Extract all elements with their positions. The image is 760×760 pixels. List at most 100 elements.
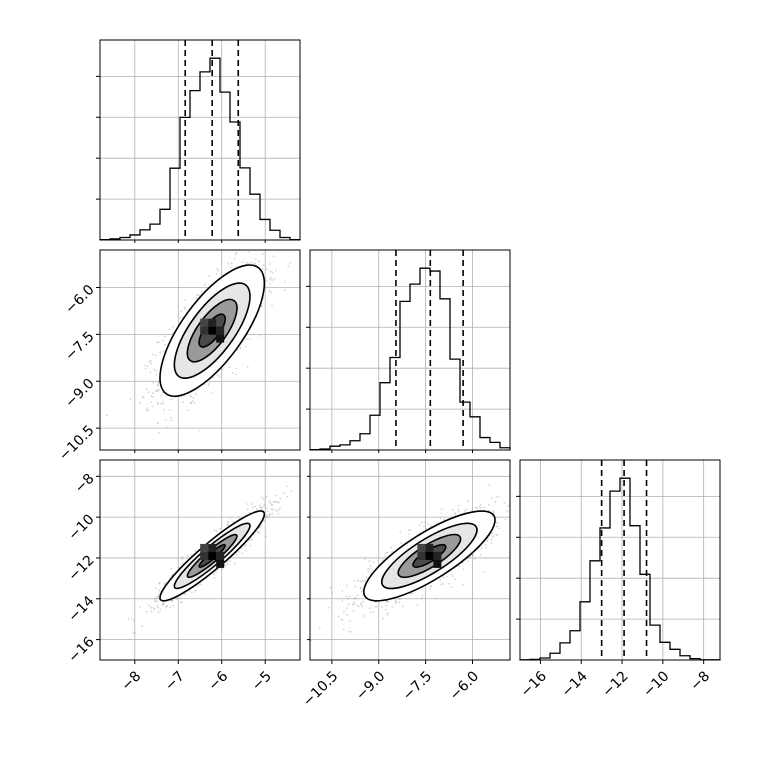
scatter-point [360,602,363,604]
scatter-point [165,426,168,429]
scatter-point [233,257,236,260]
scatter-point [246,365,249,368]
scatter-point [435,597,437,600]
scatter-point [273,277,276,280]
scatter-point [453,513,456,515]
scatter-point [462,568,465,571]
scatter-panel-0-2 [99,459,308,661]
scatter-point [329,586,332,589]
scatter-point [263,504,265,507]
x-tick-label: −12 [599,668,631,700]
scatter-point [152,392,155,394]
scatter-point [364,558,367,561]
scatter-point [144,364,147,367]
scatter-point [164,583,166,585]
scatter-point [279,507,281,510]
scatter-point [272,508,275,511]
scatter-point [184,299,187,302]
scatter-point [271,512,274,515]
scatter-point [348,620,351,622]
scatter-point [208,274,210,277]
scatter-point [156,605,159,607]
scatter-point [487,537,489,540]
scatter-point [341,589,344,592]
scatter-point [157,381,160,384]
scatter-point [152,395,154,398]
scatter-point [265,279,268,282]
scatter-point [266,510,269,513]
scatter-point [485,543,487,546]
y-tick-label: −10.5 [56,422,98,464]
scatter-point [472,554,475,557]
scatter-point [265,495,268,498]
scatter-point [262,264,265,266]
scatter-point [170,599,173,602]
scatter-point [492,535,494,538]
scatter-point [150,362,153,365]
scatter-point [306,461,308,463]
scatter-point [467,560,469,562]
scatter-point [446,575,448,578]
density-peak-cell [216,334,225,343]
scatter-point [211,392,214,394]
scatter-point [157,595,160,598]
panel-content [127,461,308,635]
scatter-point [408,533,410,536]
scatter-point [372,611,375,613]
scatter-point [465,508,468,511]
scatter-point [240,245,242,247]
density-peak-cell [208,318,217,327]
scatter-point [352,609,355,612]
density-peak-cell [216,559,225,568]
scatter-point [266,516,269,519]
scatter-point [347,603,350,606]
scatter-point [495,525,498,528]
x-tick-label: −10 [640,668,672,700]
scatter-point [454,512,457,514]
density-peak-cell [208,551,217,560]
scatter-point [400,542,403,545]
y-tick-label: −14 [65,593,97,625]
scatter-point [369,611,372,614]
scatter-point [157,421,159,424]
scatter-point [204,383,206,386]
scatter-point [276,500,279,503]
scatter-point [275,501,278,503]
scatter-point [261,253,264,255]
scatter-point [275,509,277,512]
scatter-point [183,593,186,595]
scatter-point [194,589,197,591]
panel-border [99,39,301,241]
scatter-point [485,546,487,549]
scatter-point [354,596,357,599]
scatter-point [463,509,466,512]
scatter-point [163,583,166,586]
scatter-point [346,613,349,616]
scatter-point [250,503,253,505]
scatter-point [162,602,165,605]
scatter-point [286,485,288,488]
scatter-point [409,528,412,531]
scatter-point [386,551,388,554]
scatter-point [154,600,157,603]
scatter-point [492,510,494,512]
scatter-point [385,601,388,604]
scatter-point [162,604,164,606]
scatter-point [147,391,150,394]
scatter-point [215,571,218,573]
scatter-point [271,271,274,274]
scatter-point [156,403,159,406]
scatter-point [254,258,257,261]
scatter-point [249,544,252,547]
scatter-point [156,390,159,392]
scatter-point [175,598,178,601]
scatter-point [133,619,135,622]
x-tick-label: −5 [249,668,275,694]
scatter-point [243,545,246,547]
scatter-point [217,269,220,272]
scatter-point [156,596,159,599]
scatter-point [483,506,486,509]
scatter-point [151,405,154,408]
scatter-point [155,369,158,372]
scatter-point [229,266,232,269]
